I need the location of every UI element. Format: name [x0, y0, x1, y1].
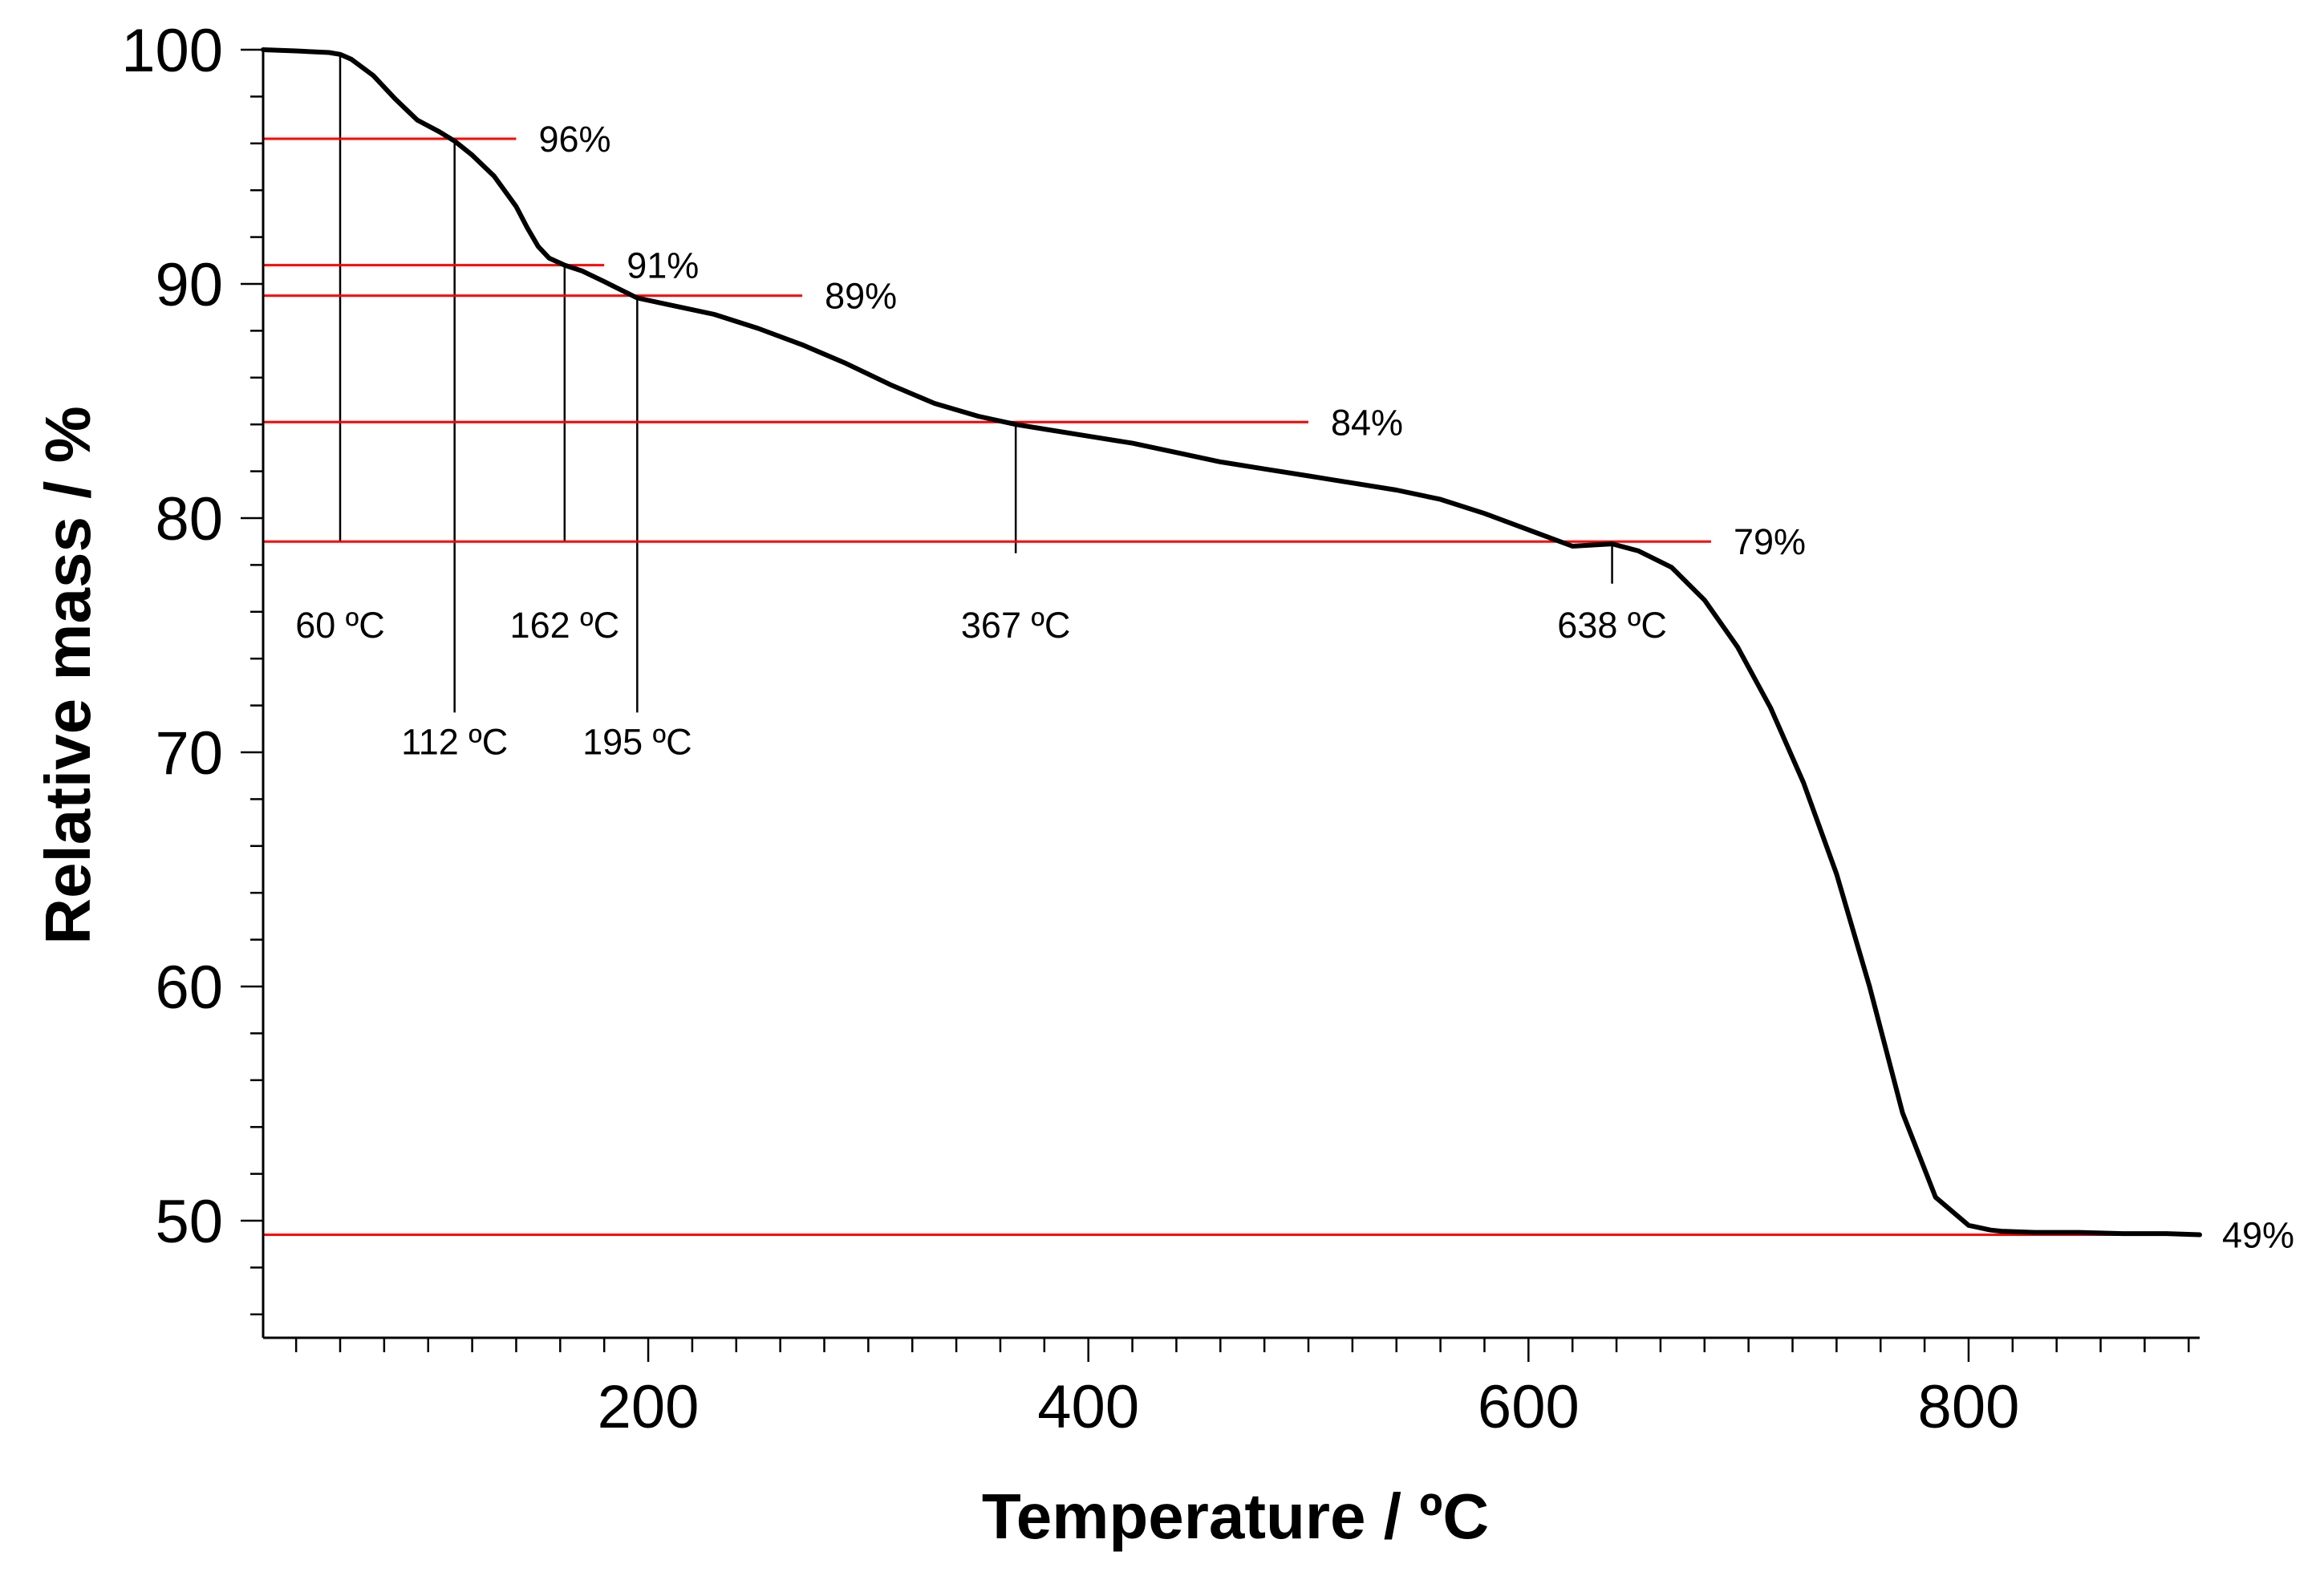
mass-level-label: 96%	[538, 119, 610, 160]
mass-level-label: 49%	[2222, 1215, 2294, 1256]
y-tick-label: 100	[121, 17, 223, 85]
y-tick-label: 80	[155, 485, 223, 553]
x-tick-label: 800	[1918, 1373, 2020, 1441]
x-axis-ticks: 200 400 600 800	[294, 1338, 2190, 1441]
temperature-marker-label: 60 ºC	[295, 605, 385, 646]
x-tick-label: 200	[598, 1373, 700, 1441]
y-tick-label: 50	[155, 1188, 223, 1256]
tga-curve	[261, 47, 2202, 1238]
mass-level-label: 91%	[627, 245, 699, 286]
y-tick-label: 60	[155, 954, 223, 1022]
tga-curve-layer	[261, 47, 2202, 1238]
x-tick-label: 400	[1037, 1373, 1139, 1441]
y-tick-label: 70	[155, 719, 223, 788]
annotation-labels: 96% 91% 89% 84% 79% 49% 60 ºC 112 ºC 162 ºC 195 º…	[295, 119, 2294, 1256]
mass-level-label: 84%	[1331, 402, 1403, 443]
x-tick-label: 600	[1478, 1373, 1580, 1441]
temperature-marker-lines	[339, 54, 1613, 713]
y-axis-ticks: 50 60 70 80 90 100	[121, 17, 263, 1316]
temperature-marker-label: 367 ºC	[961, 605, 1071, 646]
temperature-marker-label: 112 ºC	[401, 721, 508, 762]
y-axis-title: Relative mass / %	[32, 406, 103, 944]
mass-level-label: 89%	[825, 276, 897, 317]
mass-level-label: 79%	[1734, 521, 1806, 562]
mass-level-lines	[263, 137, 2200, 1237]
y-tick-label: 90	[155, 251, 223, 319]
temperature-marker-label: 638 ºC	[1557, 605, 1667, 646]
temperature-marker-label: 162 ºC	[510, 605, 620, 646]
axes	[262, 48, 2200, 1339]
temperature-marker-label: 195 ºC	[582, 721, 692, 762]
x-axis-title: Temperature / ºC	[982, 1481, 1489, 1552]
